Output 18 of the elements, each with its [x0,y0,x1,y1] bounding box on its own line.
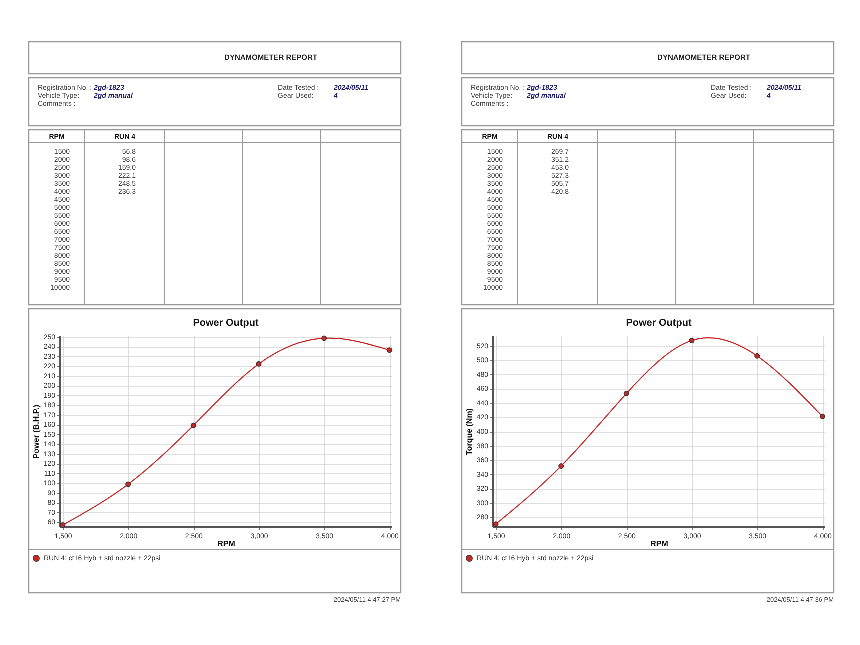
point [624,390,630,396]
y-axis-title: Power (B.H.P.) [32,404,41,460]
point [322,336,328,342]
point [256,361,262,367]
point [386,348,392,354]
y-axis-title: Torque (Nm) [464,408,474,456]
chart-title: Power Output [626,318,692,329]
point [126,482,132,488]
x-axis-title: RPM [650,540,669,548]
point [558,464,564,470]
x-axis-title: RPM [218,540,236,548]
point [754,353,760,359]
point [689,338,695,344]
point [493,522,499,528]
chart-title: Power Output [193,318,260,329]
point [820,414,826,420]
point [190,422,196,428]
point [60,522,66,528]
